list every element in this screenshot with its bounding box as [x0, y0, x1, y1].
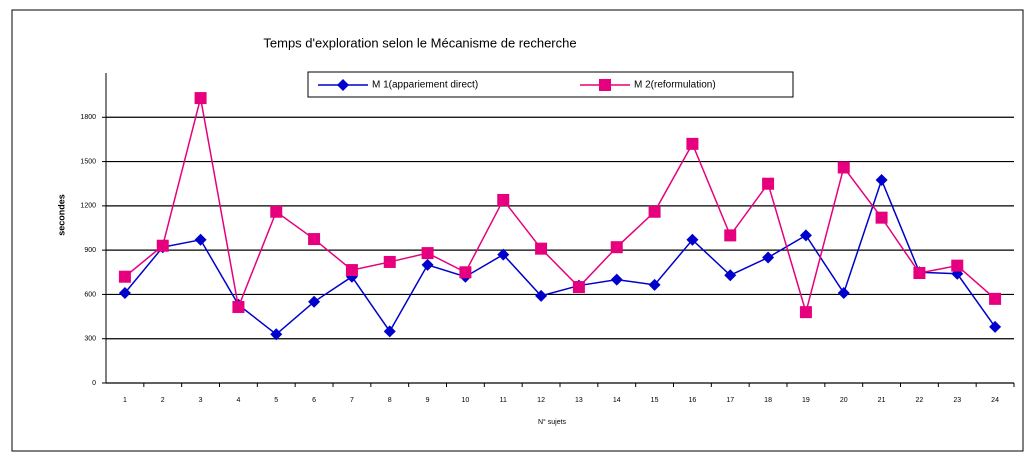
series-line — [124, 97, 996, 315]
x-tick-label: 22 — [916, 397, 924, 404]
data-point — [799, 306, 812, 319]
chart-title: Temps d'exploration selon le Mécanisme d… — [263, 35, 576, 50]
legend-marker — [599, 79, 611, 91]
x-tick-label: 1 — [123, 397, 127, 404]
x-tick-label: 5 — [274, 397, 278, 404]
data-point — [270, 205, 283, 218]
x-tick-label: 23 — [953, 397, 961, 404]
data-point — [724, 269, 737, 282]
data-point — [686, 233, 699, 246]
x-tick-label: 16 — [689, 397, 697, 404]
data-point — [989, 320, 1002, 333]
data-point — [308, 233, 321, 246]
data-point — [951, 259, 964, 272]
y-tick-label: 1200 — [80, 203, 96, 210]
x-tick-label: 15 — [651, 397, 659, 404]
legend-marker — [337, 79, 349, 91]
data-point — [421, 247, 434, 260]
x-tick-label: 6 — [312, 397, 316, 404]
data-point — [762, 177, 775, 190]
y-tick-label: 1500 — [80, 158, 96, 165]
x-tick-label: 3 — [199, 397, 203, 404]
data-point — [118, 286, 131, 299]
data-point — [535, 289, 548, 302]
data-point — [572, 281, 585, 294]
x-tick-label: 24 — [991, 397, 999, 404]
data-point — [232, 300, 245, 313]
data-point — [535, 242, 548, 255]
legend-box — [307, 71, 794, 98]
data-point — [497, 193, 510, 206]
data-point — [762, 251, 775, 264]
x-tick-label: 11 — [500, 397, 507, 404]
y-tick-label: 0 — [92, 380, 96, 387]
x-tick-label: 17 — [726, 397, 734, 404]
x-axis-label: N° sujets — [538, 418, 567, 426]
x-tick-label: 12 — [537, 397, 545, 404]
data-point — [837, 286, 850, 299]
data-point — [686, 137, 699, 150]
data-point — [875, 174, 888, 187]
x-tick-label: 20 — [840, 397, 848, 404]
data-point — [913, 267, 926, 280]
data-point — [118, 270, 131, 283]
legend-label: M 1(appariement direct) — [372, 80, 478, 91]
data-point — [610, 273, 623, 286]
data-point — [648, 205, 661, 218]
data-point — [345, 264, 358, 277]
x-tick-label: 9 — [426, 397, 430, 404]
y-tick-label: 300 — [84, 336, 96, 343]
data-point — [308, 295, 321, 308]
x-tick-label: 7 — [350, 397, 354, 404]
series-line — [124, 177, 996, 336]
x-tick-label: 18 — [764, 397, 772, 404]
data-point — [799, 229, 812, 242]
data-point — [989, 292, 1002, 305]
data-point — [383, 255, 396, 268]
data-point — [383, 325, 396, 338]
x-tick-label: 8 — [388, 397, 392, 404]
data-point — [497, 248, 510, 261]
y-tick-label: 600 — [84, 291, 96, 298]
data-point — [610, 241, 623, 254]
x-tick-label: 19 — [802, 397, 810, 404]
data-point — [270, 328, 283, 341]
data-point — [156, 239, 169, 252]
y-tick-label: 1800 — [80, 114, 96, 121]
x-tick-label: 13 — [575, 397, 583, 404]
data-point — [724, 229, 737, 242]
legend-label: M 2(reformulation) — [634, 80, 716, 91]
y-axis-label: secondes — [56, 194, 66, 236]
data-point — [194, 92, 207, 105]
data-point — [648, 278, 661, 291]
x-tick-label: 14 — [613, 397, 621, 404]
x-tick-label: 4 — [236, 397, 240, 404]
y-tick-label: 900 — [84, 247, 96, 254]
data-point — [459, 266, 472, 279]
data-point — [194, 233, 207, 246]
x-tick-label: 2 — [161, 397, 165, 404]
data-point — [837, 161, 850, 174]
data-point — [421, 258, 434, 271]
data-point — [875, 211, 888, 224]
x-tick-label: 21 — [878, 397, 886, 404]
x-tick-label: 10 — [462, 397, 470, 404]
